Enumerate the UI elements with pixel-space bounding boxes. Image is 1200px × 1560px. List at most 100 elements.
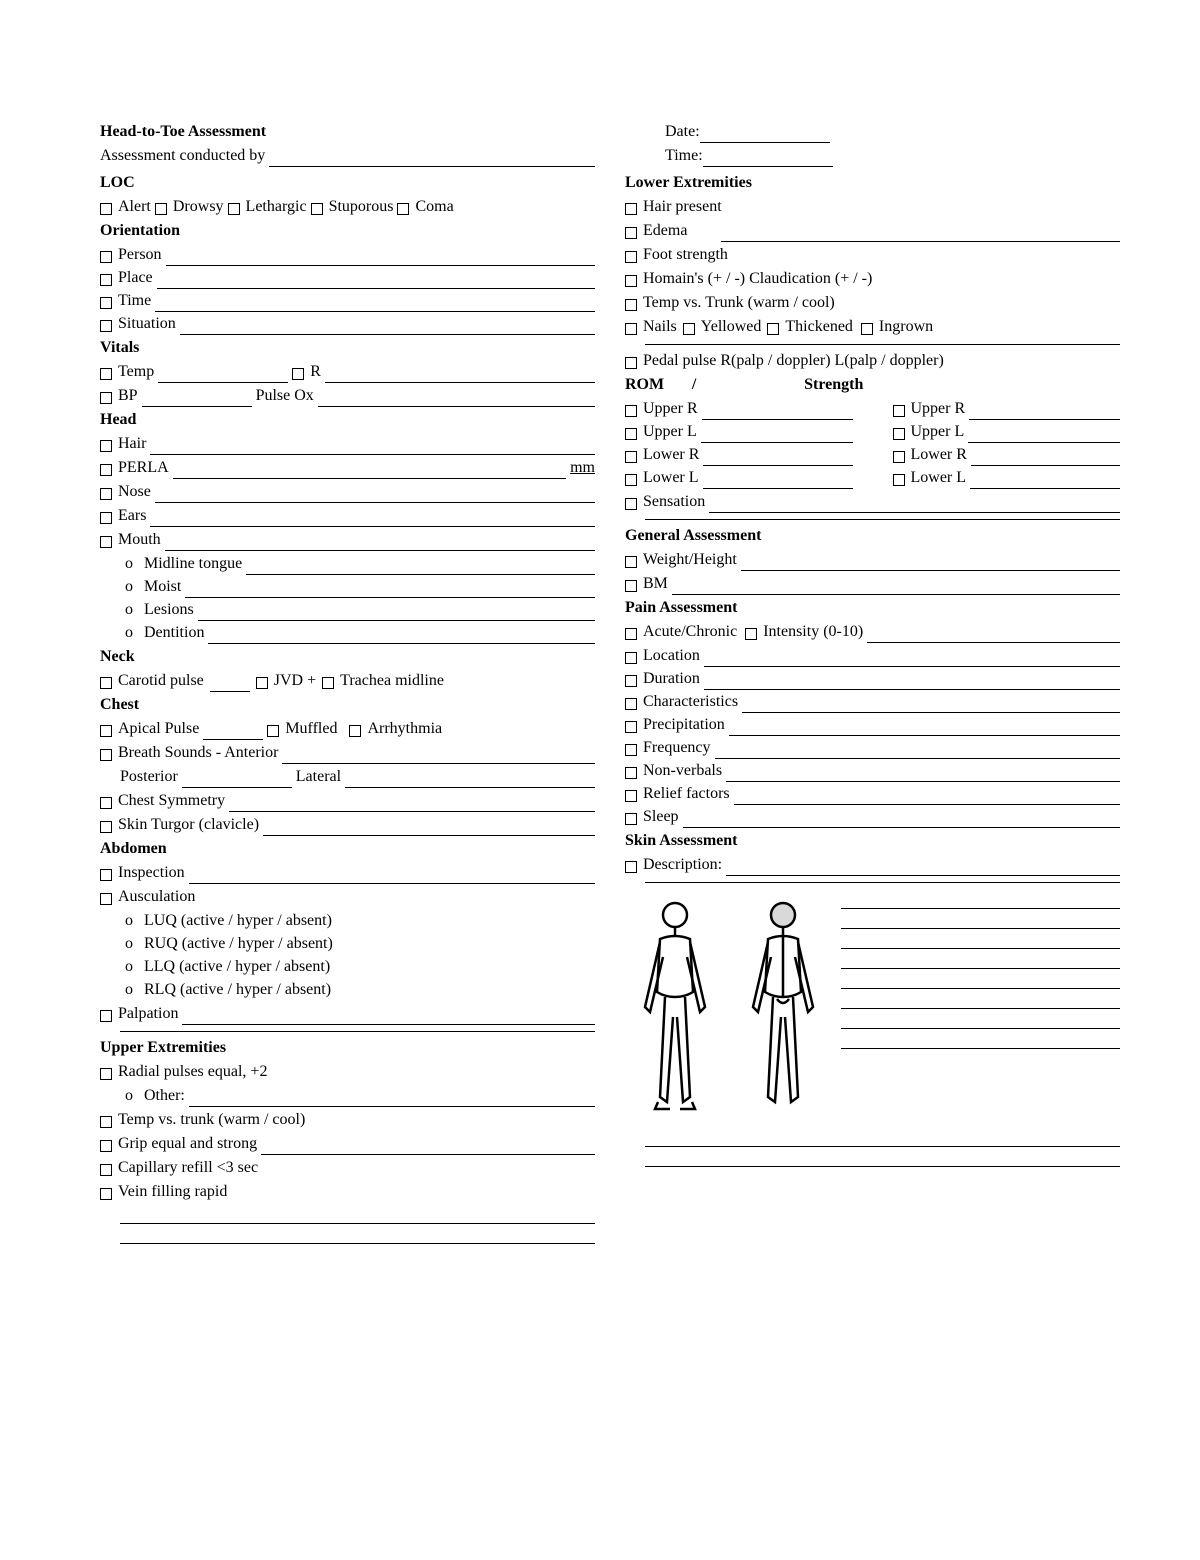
checkbox[interactable]: [100, 1140, 112, 1152]
pain-field[interactable]: [704, 651, 1120, 667]
checkbox[interactable]: [100, 274, 112, 286]
checkbox[interactable]: [100, 821, 112, 833]
pain-field[interactable]: [683, 812, 1120, 828]
inspection-field[interactable]: [189, 868, 595, 884]
edema-field[interactable]: [721, 226, 1120, 242]
checkbox[interactable]: [349, 725, 361, 737]
palpation-field[interactable]: [182, 1009, 595, 1025]
checkbox[interactable]: [100, 251, 112, 263]
checkbox[interactable]: [100, 368, 112, 380]
rom-field[interactable]: [702, 404, 853, 420]
checkbox[interactable]: [625, 275, 637, 287]
bm-field[interactable]: [672, 579, 1120, 595]
checkbox[interactable]: [767, 323, 779, 335]
checkbox[interactable]: [100, 1010, 112, 1022]
lateral-field[interactable]: [345, 772, 595, 788]
time-field[interactable]: [703, 151, 833, 167]
checkbox[interactable]: [625, 628, 637, 640]
checkbox[interactable]: [893, 451, 905, 463]
perla-field[interactable]: [173, 463, 566, 479]
checkbox[interactable]: [893, 428, 905, 440]
pain-field[interactable]: [729, 720, 1120, 736]
checkbox[interactable]: [100, 512, 112, 524]
pain-field[interactable]: [734, 789, 1120, 805]
sensation-field[interactable]: [709, 497, 1120, 513]
intensity-field[interactable]: [867, 627, 1120, 643]
temp-field[interactable]: [158, 367, 288, 383]
checkbox[interactable]: [397, 203, 409, 215]
checkbox[interactable]: [625, 721, 637, 733]
checkbox[interactable]: [625, 744, 637, 756]
checkbox[interactable]: [625, 861, 637, 873]
checkbox[interactable]: [625, 652, 637, 664]
rom-field[interactable]: [968, 427, 1120, 443]
checkbox[interactable]: [100, 1116, 112, 1128]
wh-field[interactable]: [741, 555, 1120, 571]
turgor-field[interactable]: [263, 820, 595, 836]
orientation-field[interactable]: [180, 319, 595, 335]
checkbox[interactable]: [625, 251, 637, 263]
pain-field[interactable]: [742, 697, 1120, 713]
checkbox[interactable]: [625, 556, 637, 568]
rom-field[interactable]: [703, 473, 853, 489]
checkbox[interactable]: [625, 451, 637, 463]
hair-field[interactable]: [150, 439, 595, 455]
checkbox[interactable]: [625, 580, 637, 592]
skin-bottom-lines[interactable]: [625, 1127, 1120, 1167]
checkbox[interactable]: [292, 368, 304, 380]
checkbox[interactable]: [100, 893, 112, 905]
checkbox[interactable]: [100, 1068, 112, 1080]
checkbox[interactable]: [625, 675, 637, 687]
checkbox[interactable]: [625, 474, 637, 486]
orientation-field[interactable]: [155, 296, 595, 312]
checkbox[interactable]: [625, 405, 637, 417]
orientation-field[interactable]: [166, 250, 595, 266]
r-field[interactable]: [325, 367, 595, 383]
checkbox[interactable]: [100, 677, 112, 689]
checkbox[interactable]: [100, 869, 112, 881]
bp-field[interactable]: [142, 391, 252, 407]
skin-note-lines[interactable]: [841, 897, 1120, 1127]
checkbox[interactable]: [745, 628, 757, 640]
mouth-sub-field[interactable]: [198, 605, 595, 621]
rom-field[interactable]: [969, 404, 1120, 420]
checkbox[interactable]: [683, 323, 695, 335]
checkbox[interactable]: [625, 767, 637, 779]
checkbox[interactable]: [100, 725, 112, 737]
checkbox[interactable]: [256, 677, 268, 689]
checkbox[interactable]: [893, 474, 905, 486]
breath-field[interactable]: [282, 748, 595, 764]
checkbox[interactable]: [625, 790, 637, 802]
checkbox[interactable]: [100, 464, 112, 476]
pain-field[interactable]: [704, 674, 1120, 690]
checkbox[interactable]: [100, 320, 112, 332]
checkbox[interactable]: [267, 725, 279, 737]
checkbox[interactable]: [625, 227, 637, 239]
checkbox[interactable]: [100, 203, 112, 215]
checkbox[interactable]: [625, 428, 637, 440]
apical-field[interactable]: [203, 724, 263, 740]
carotid-field[interactable]: [210, 676, 250, 692]
mouth-sub-field[interactable]: [185, 582, 595, 598]
ears-field[interactable]: [150, 511, 595, 527]
mouth-sub-field[interactable]: [246, 559, 595, 575]
checkbox[interactable]: [625, 203, 637, 215]
date-field[interactable]: [700, 127, 830, 143]
grip-field[interactable]: [261, 1139, 595, 1155]
symmetry-field[interactable]: [229, 796, 595, 812]
checkbox[interactable]: [100, 392, 112, 404]
checkbox[interactable]: [893, 405, 905, 417]
checkbox[interactable]: [625, 698, 637, 710]
checkbox[interactable]: [100, 1164, 112, 1176]
posterior-field[interactable]: [182, 772, 292, 788]
rom-field[interactable]: [971, 450, 1120, 466]
checkbox[interactable]: [322, 677, 334, 689]
rom-field[interactable]: [701, 427, 853, 443]
pain-field[interactable]: [715, 743, 1120, 759]
rom-field[interactable]: [703, 450, 852, 466]
checkbox[interactable]: [100, 1188, 112, 1200]
checkbox[interactable]: [625, 498, 637, 510]
checkbox[interactable]: [625, 323, 637, 335]
pulseox-field[interactable]: [318, 391, 595, 407]
orientation-field[interactable]: [157, 273, 595, 289]
